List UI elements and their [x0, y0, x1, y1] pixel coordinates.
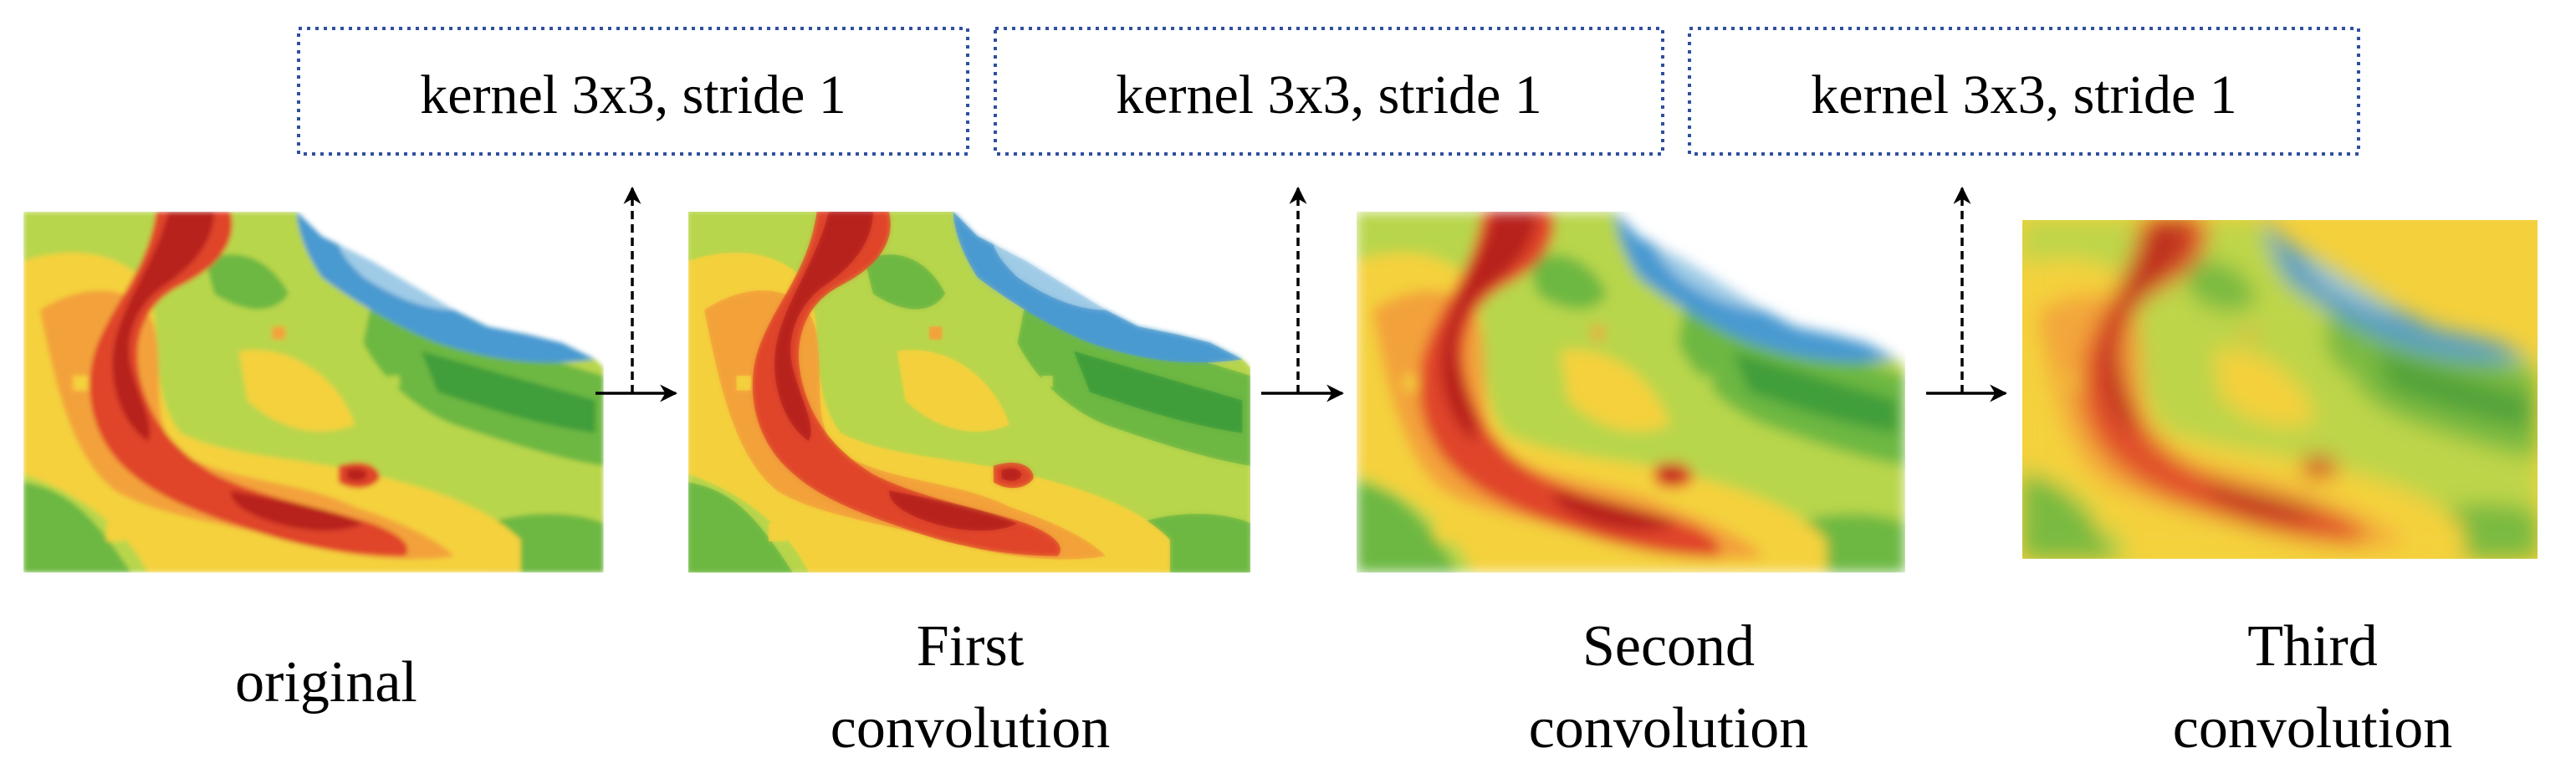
caption-third-line2: convolution	[2173, 696, 2452, 761]
caption-third-line1: Third	[2247, 614, 2378, 679]
caption-first-line1: First	[917, 614, 1025, 679]
panel-original-map	[23, 212, 604, 573]
kernel-box-3: kernel 3x3, stride 1	[1688, 27, 2360, 156]
panel-second-convolution-map	[1357, 212, 1905, 573]
kernel-label-1: kernel 3x3, stride 1	[420, 64, 846, 126]
caption-original: original	[235, 650, 417, 715]
kernel-label-2: kernel 3x3, stride 1	[1116, 64, 1542, 126]
panel-third-convolution-map	[2022, 220, 2538, 559]
kernel-box-1: kernel 3x3, stride 1	[297, 27, 969, 156]
kernel-label-3: kernel 3x3, stride 1	[1811, 64, 2237, 126]
kernel-box-2: kernel 3x3, stride 1	[994, 27, 1664, 156]
caption-first-line2: convolution	[831, 696, 1110, 761]
caption-second-line2: convolution	[1529, 696, 1808, 761]
caption-second-line1: Second	[1582, 614, 1755, 679]
panel-first-convolution-map	[688, 212, 1250, 573]
